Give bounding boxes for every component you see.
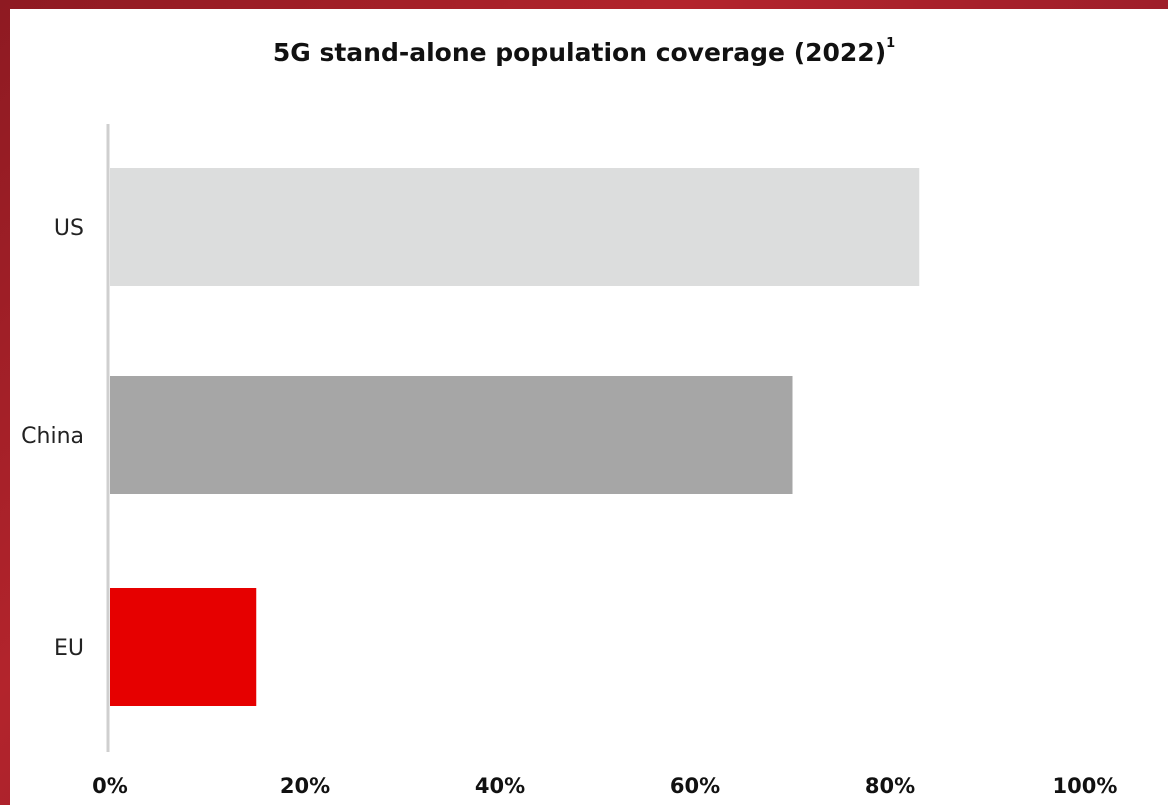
category-label-us: US: [54, 216, 84, 241]
chart-title-footnote: 1: [886, 36, 896, 51]
chart-title: 5G stand-alone population coverage (2022…: [0, 36, 1168, 67]
x-tick-label: 20%: [280, 774, 330, 798]
x-tick-label: 40%: [475, 774, 525, 798]
x-tick-label: 60%: [670, 774, 720, 798]
x-tick-label: 100%: [1053, 774, 1118, 798]
category-label-eu: EU: [54, 636, 84, 661]
category-labels: US China EU: [21, 216, 84, 661]
x-tick-label: 80%: [865, 774, 915, 798]
x-tick-label: 0%: [92, 774, 128, 798]
bars-group: [110, 168, 920, 706]
chart-title-text: 5G stand-alone population coverage (2022…: [272, 38, 887, 67]
bar-eu: [110, 588, 257, 706]
bar-us: [110, 168, 920, 286]
category-label-china: China: [21, 424, 84, 449]
x-tick-labels: 0% 20% 40% 60% 80% 100%: [92, 774, 1117, 798]
bar-china: [110, 376, 793, 494]
